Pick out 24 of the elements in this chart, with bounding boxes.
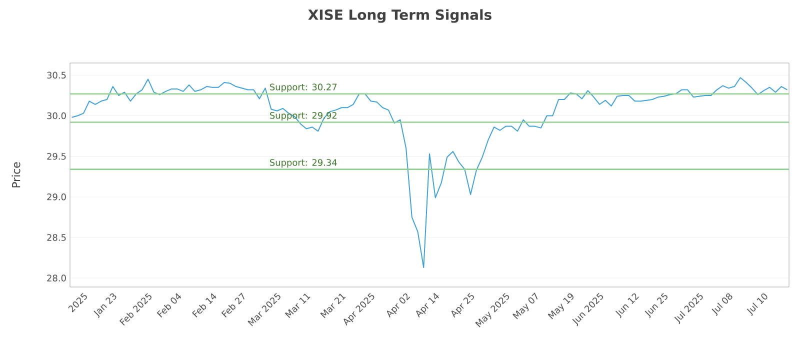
x-tick-label: Jun 12 bbox=[615, 293, 639, 318]
x-tick-label: Feb 27 bbox=[221, 292, 244, 318]
x-tick-label: Apr 14 bbox=[416, 293, 439, 318]
x-tick-label: Apr 25 bbox=[451, 292, 474, 318]
x-tick-label: Jul 10 bbox=[746, 293, 768, 316]
y-tick-label: 30.0 bbox=[47, 112, 66, 120]
x-tick-label: Jul 08 bbox=[712, 293, 732, 316]
y-tick-label: 28.5 bbox=[47, 234, 66, 241]
x-tick-label: Apr 02 bbox=[386, 293, 410, 318]
x-tick-label: Jan 23 bbox=[94, 293, 116, 318]
ref-line-label: Support: 30.27 bbox=[270, 84, 337, 92]
x-tick-label: Mar 21 bbox=[320, 294, 346, 318]
y-tick-label: 29.0 bbox=[47, 194, 66, 200]
x-tick-label: Feb 14 bbox=[192, 293, 216, 318]
y-axis-title: Price bbox=[12, 162, 20, 188]
x-tick-label: Feb 04 bbox=[156, 293, 182, 318]
y-tick-label: 28.0 bbox=[47, 274, 66, 282]
x-tick-label: Mar 11 bbox=[284, 294, 310, 318]
x-tick-label: Jun 25 bbox=[644, 292, 668, 318]
ref-line-label: Support: 29.34 bbox=[270, 159, 337, 168]
y-tick-label: 30.5 bbox=[47, 72, 66, 79]
chart-title: XISE Long Term Signals bbox=[308, 9, 492, 23]
y-tick-label: 29.5 bbox=[47, 152, 66, 160]
line-series bbox=[71, 77, 788, 268]
